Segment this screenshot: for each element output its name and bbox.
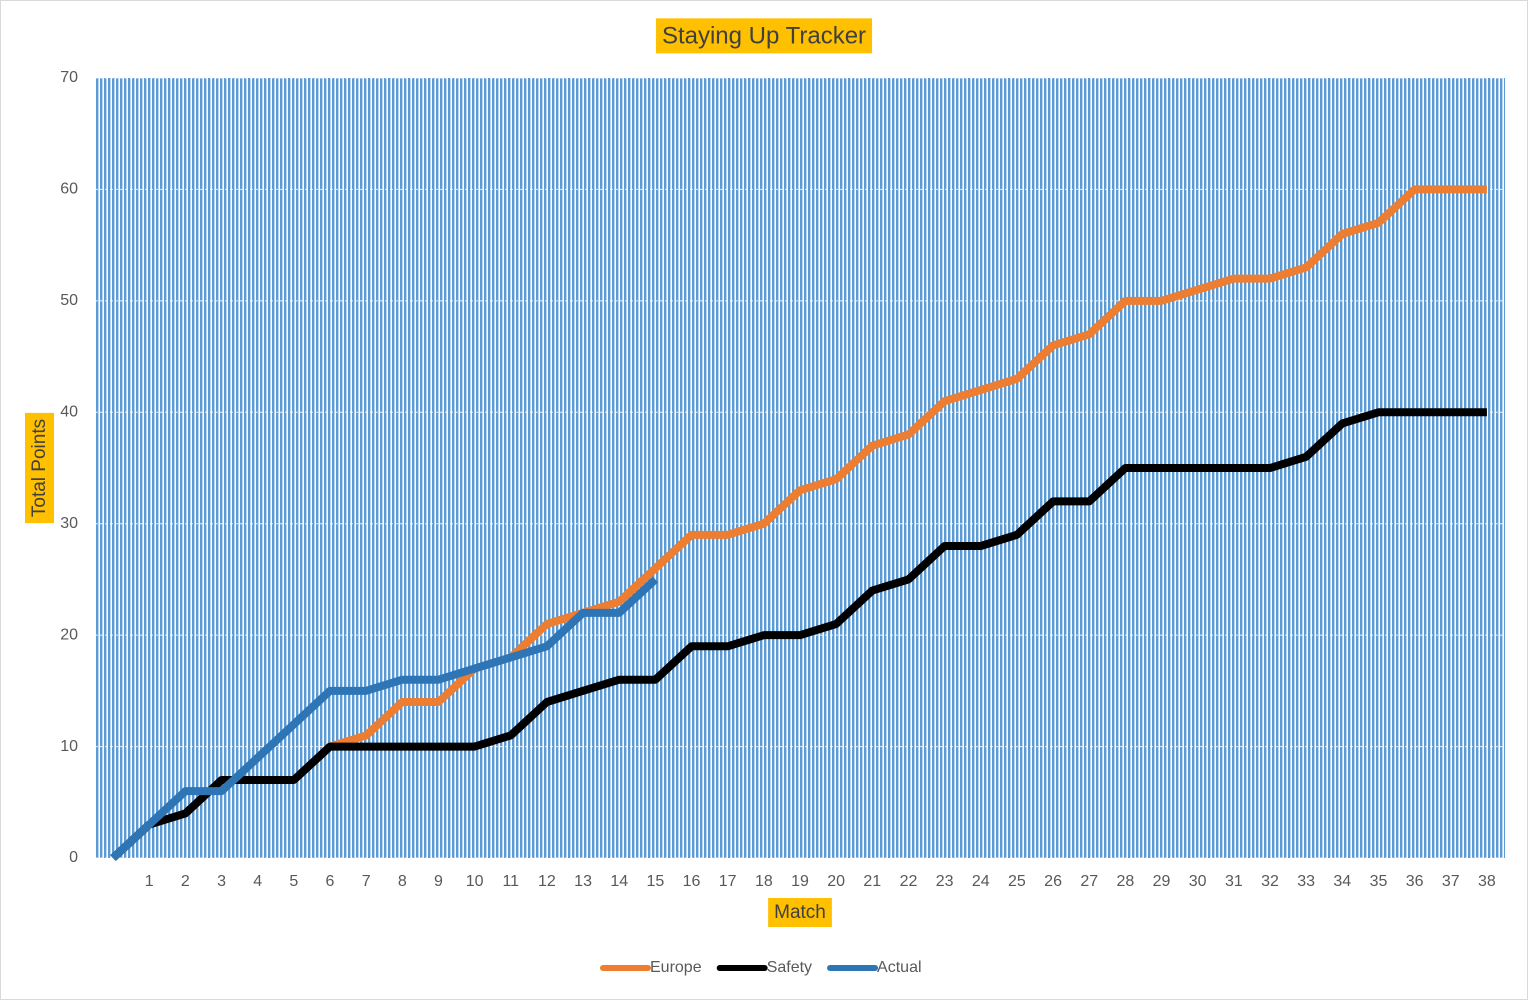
x-axis-label: Match	[774, 902, 826, 923]
x-tick-label: 22	[900, 873, 918, 890]
y-tick-label: 50	[60, 292, 78, 309]
x-tick-label: 20	[827, 873, 845, 890]
x-tick-label: 6	[326, 873, 335, 890]
y-tick-label: 30	[60, 515, 78, 532]
label-box	[25, 412, 55, 524]
legend-label: Europe	[650, 959, 702, 976]
x-tick-label: 9	[434, 873, 443, 890]
x-tick-label: 30	[1189, 873, 1207, 890]
x-tick-label: 29	[1153, 873, 1171, 890]
y-tick-label: 70	[60, 69, 78, 86]
x-tick-label: 15	[646, 873, 664, 890]
x-tick-label: 35	[1370, 873, 1388, 890]
x-tick-label: 2	[181, 873, 190, 890]
legend-label: Actual	[877, 959, 921, 976]
x-tick-label: 17	[719, 873, 737, 890]
series-line	[110, 576, 659, 861]
x-tick-label: 25	[1008, 873, 1026, 890]
x-tick-label: 36	[1406, 873, 1424, 890]
label-box	[768, 898, 832, 928]
x-tick-label: 24	[972, 873, 990, 890]
y-tick-label: 10	[60, 738, 78, 755]
x-tick-label: 12	[538, 873, 556, 890]
x-tick-label: 10	[466, 873, 484, 890]
chart-title: Staying Up Tracker	[662, 22, 866, 49]
x-tick-label: 11	[502, 873, 519, 890]
x-tick-label: 7	[362, 873, 371, 890]
x-tick-label: 3	[217, 873, 226, 890]
x-tick-label: 27	[1080, 873, 1098, 890]
x-tick-label: 32	[1261, 873, 1279, 890]
x-tick-label: 1	[145, 873, 154, 890]
plot-area	[95, 78, 1505, 858]
x-tick-label: 13	[574, 873, 592, 890]
x-tick-label: 37	[1442, 873, 1460, 890]
x-tick-label: 38	[1478, 873, 1496, 890]
x-tick-label: 18	[755, 873, 773, 890]
label-box	[655, 18, 873, 54]
x-tick-label: 33	[1297, 873, 1315, 890]
x-tick-label: 4	[253, 873, 262, 890]
x-tick-label: 14	[610, 873, 628, 890]
y-tick-label: 40	[60, 404, 78, 421]
x-tick-label: 34	[1333, 873, 1351, 890]
x-tick-label: 26	[1044, 873, 1062, 890]
legend-label: Safety	[767, 959, 812, 976]
y-tick-label: 0	[69, 849, 78, 866]
x-tick-label: 21	[863, 873, 881, 890]
y-tick-label: 20	[60, 626, 78, 643]
series-line	[110, 408, 1487, 861]
y-tick-label: 60	[60, 181, 78, 198]
x-tick-label: 8	[398, 873, 407, 890]
x-tick-label: 31	[1225, 873, 1243, 890]
x-tick-label: 28	[1116, 873, 1134, 890]
x-tick-label: 23	[936, 873, 954, 890]
y-axis-label: Total Points	[29, 419, 50, 517]
x-tick-label: 16	[683, 873, 701, 890]
x-tick-label: 19	[791, 873, 809, 890]
x-tick-label: 5	[289, 873, 298, 890]
